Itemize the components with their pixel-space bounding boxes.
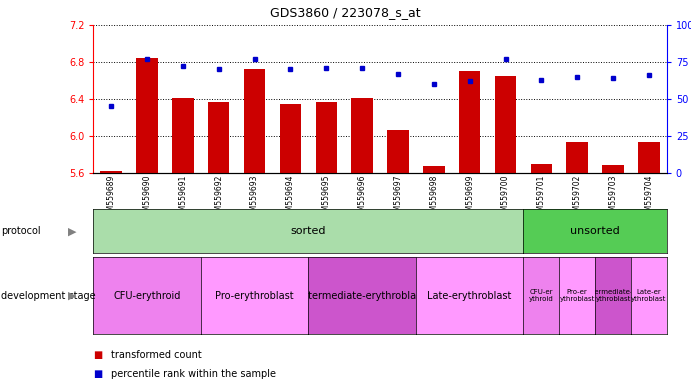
Text: Pro-erythroblast: Pro-erythroblast [216, 291, 294, 301]
Bar [567, 142, 588, 173]
Bar [100, 171, 122, 173]
Bar [387, 130, 408, 173]
Bar [208, 102, 229, 173]
Text: Late-er
ythroblast: Late-er ythroblast [631, 289, 667, 302]
Bar [495, 76, 516, 173]
Text: Intermediate-erythroblast: Intermediate-erythroblast [299, 291, 425, 301]
Text: protocol: protocol [1, 226, 41, 237]
Text: ■: ■ [93, 350, 102, 360]
Text: unsorted: unsorted [570, 226, 620, 237]
Bar [136, 58, 158, 173]
Text: ▶: ▶ [68, 291, 77, 301]
Text: Late-erythroblast: Late-erythroblast [428, 291, 512, 301]
Text: sorted: sorted [291, 226, 326, 237]
Bar [459, 71, 480, 173]
Text: ■: ■ [93, 369, 102, 379]
Bar [603, 166, 624, 173]
Bar [423, 166, 444, 173]
Bar [531, 164, 552, 173]
Text: percentile rank within the sample: percentile rank within the sample [111, 369, 276, 379]
Text: transformed count: transformed count [111, 350, 201, 360]
Text: ▶: ▶ [68, 226, 77, 237]
Bar [244, 70, 265, 173]
Bar [316, 102, 337, 173]
Bar [172, 98, 193, 173]
Bar [352, 98, 373, 173]
Bar [280, 104, 301, 173]
Bar [638, 142, 660, 173]
Text: CFU-erythroid: CFU-erythroid [113, 291, 181, 301]
Text: Pro-er
ythroblast: Pro-er ythroblast [560, 289, 595, 302]
Text: CFU-er
ythroid: CFU-er ythroid [529, 289, 553, 302]
Text: GDS3860 / 223078_s_at: GDS3860 / 223078_s_at [270, 6, 421, 19]
Text: Intermediate-er
ythroblast: Intermediate-er ythroblast [586, 289, 641, 302]
Text: development stage: development stage [1, 291, 96, 301]
